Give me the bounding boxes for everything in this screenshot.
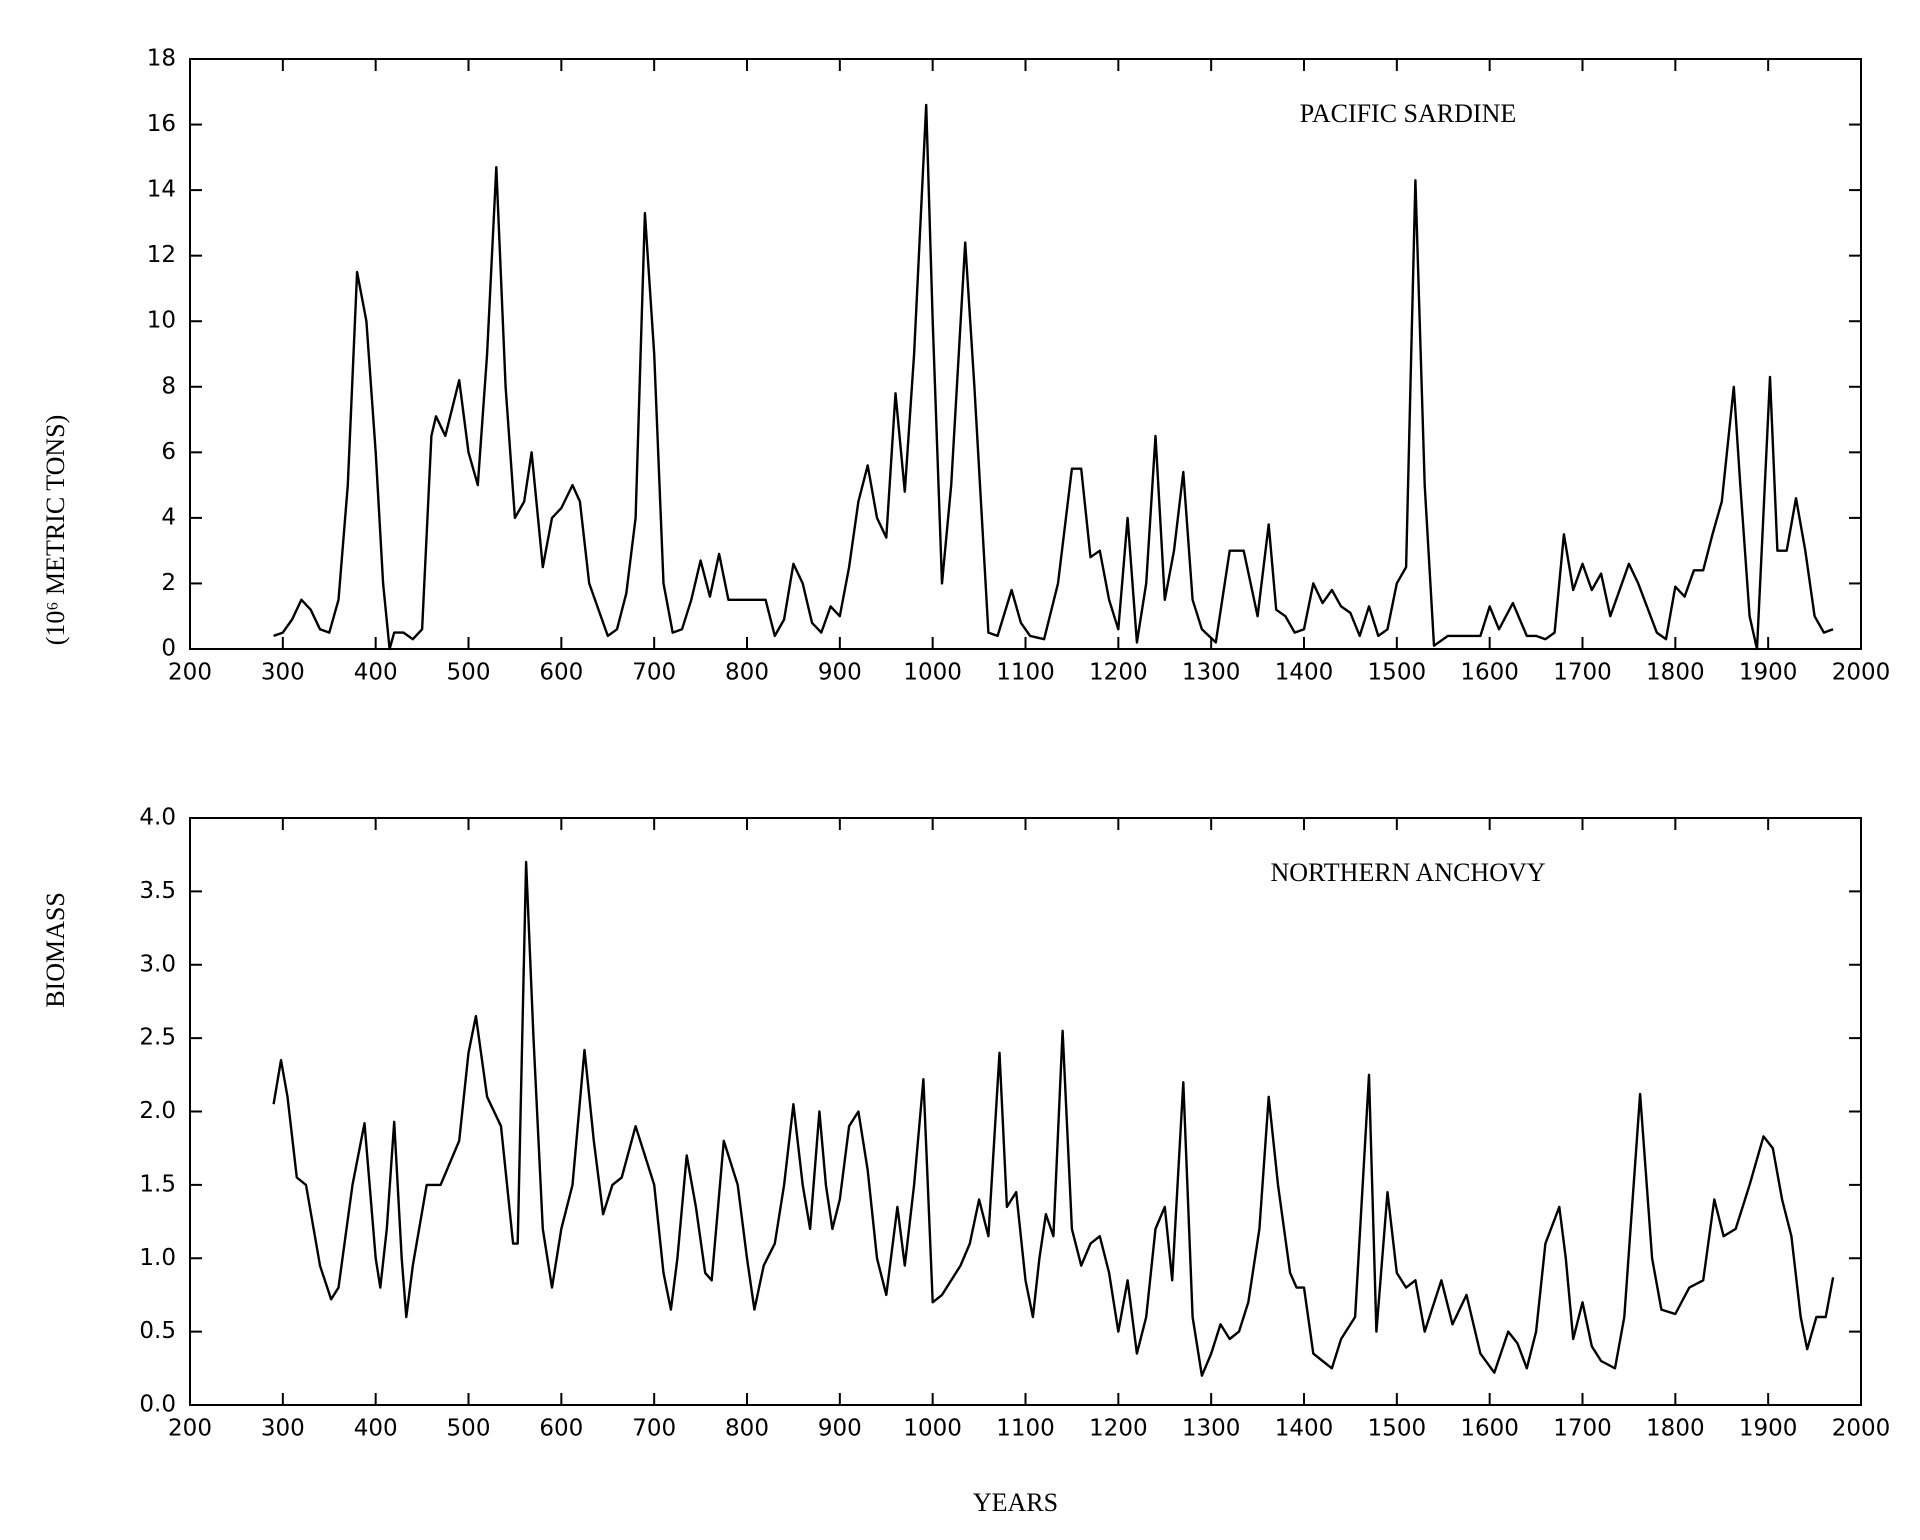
x-tick-label: 500: [447, 1416, 491, 1442]
data-line: [273, 103, 1834, 651]
x-tick-label: 1300: [1182, 1416, 1241, 1442]
x-tick-label: 1800: [1646, 1416, 1705, 1442]
x-tick-label: 700: [632, 660, 676, 686]
x-tick-label: 1100: [996, 660, 1055, 686]
y-tick-label: 4: [161, 504, 176, 530]
plot-frame: [189, 817, 1862, 1406]
x-tick-label: 500: [447, 660, 491, 686]
x-tick-label: 700: [632, 1416, 676, 1442]
x-tick-label: 1000: [903, 1416, 962, 1442]
y-tick-label: 3.0: [139, 951, 176, 977]
y-tick-label: 4.0: [139, 805, 176, 831]
x-tick-label: 600: [539, 1416, 583, 1442]
x-tick-label: 900: [818, 660, 862, 686]
y-tick-label: 2.0: [139, 1098, 176, 1124]
x-tick-label: 400: [354, 1416, 398, 1442]
x-tick-label: 1900: [1739, 660, 1798, 686]
x-tick-label: 1800: [1646, 660, 1705, 686]
y-tick-label: 2: [161, 570, 176, 596]
y-tick-label: 18: [147, 46, 176, 72]
y-tick-label: 0.5: [139, 1318, 176, 1344]
series-label: PACIFIC SARDINE: [1300, 99, 1516, 128]
y-axis-label: BIOMASS (10⁶ METRIC TONS): [41, 415, 70, 1008]
x-tick-label: 1300: [1182, 660, 1241, 686]
x-tick-label: 900: [818, 1416, 862, 1442]
y-label-units: (10⁶ METRIC TONS): [41, 415, 70, 646]
x-tick-label: 200: [168, 660, 212, 686]
x-tick-label: 1500: [1368, 660, 1427, 686]
x-tick-label: 2000: [1832, 660, 1891, 686]
x-tick-label: 1700: [1553, 1416, 1612, 1442]
x-tick-label: 1200: [1089, 1416, 1148, 1442]
series-label: NORTHERN ANCHOVY: [1270, 858, 1545, 887]
x-tick-label: 400: [354, 660, 398, 686]
x-tick-label: 1600: [1460, 660, 1519, 686]
x-axis-label: YEARS: [973, 1488, 1058, 1517]
x-tick-label: 800: [725, 1416, 769, 1442]
x-tick-label: 300: [261, 660, 305, 686]
x-tick-label: 1200: [1089, 660, 1148, 686]
x-tick-label: 1500: [1368, 1416, 1427, 1442]
x-tick-label: 600: [539, 660, 583, 686]
y-tick-label: 14: [147, 177, 176, 203]
x-tick-label: 2000: [1832, 1416, 1891, 1442]
y-tick-label: 6: [161, 439, 176, 465]
y-tick-label: 3.5: [139, 878, 176, 904]
y-tick-label: 16: [147, 111, 176, 137]
x-tick-label: 1600: [1460, 1416, 1519, 1442]
y-tick-label: 2.5: [139, 1025, 176, 1051]
x-tick-label: 1400: [1275, 1416, 1334, 1442]
x-tick-label: 1900: [1739, 1416, 1798, 1442]
y-label-main: BIOMASS: [41, 892, 70, 1008]
y-tick-label: 12: [147, 242, 176, 268]
x-tick-label: 1400: [1275, 660, 1334, 686]
x-tick-label: 1000: [903, 660, 962, 686]
data-line: [272, 860, 1835, 1377]
x-tick-label: 800: [725, 660, 769, 686]
y-tick-label: 8: [161, 373, 176, 399]
y-tick-label: 1.0: [139, 1245, 176, 1271]
x-tick-label: 1100: [996, 1416, 1055, 1442]
x-tick-label: 300: [261, 1416, 305, 1442]
x-tick-label: 1700: [1553, 660, 1612, 686]
y-tick-label: 0.0: [139, 1392, 176, 1418]
y-tick-label: 10: [147, 308, 176, 334]
y-tick-label: 0: [161, 636, 176, 662]
y-tick-label: 1.5: [139, 1171, 176, 1197]
plot-frame: [189, 58, 1862, 650]
x-tick-label: 200: [168, 1416, 212, 1442]
